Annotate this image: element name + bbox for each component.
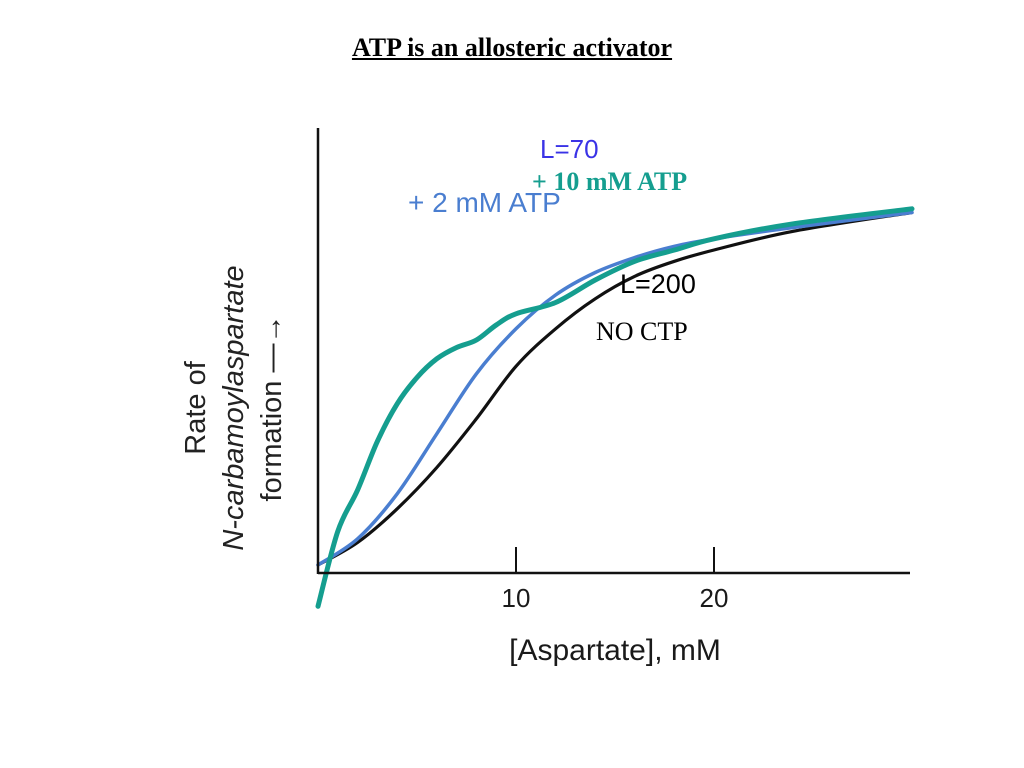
series-line-no-ctp xyxy=(316,210,914,567)
series-line-10-mm-atp xyxy=(315,206,915,609)
annotation-atp10: + 10 mM ATP xyxy=(532,167,687,196)
slide-title: ATP is an allosteric activator xyxy=(351,33,673,62)
annotation-no-ctp: NO CTP xyxy=(596,317,688,346)
x-axis-title: [Aspartate], mM xyxy=(509,634,721,667)
curves-layer xyxy=(315,206,915,609)
annotation-l200: L=200 xyxy=(620,269,696,299)
x-tick-label-10: 10 xyxy=(502,583,531,613)
y-axis-title-line1: Rate of xyxy=(180,360,212,454)
y-axis-title: Rate of N-carbamoylaspartate formation —… xyxy=(180,265,288,550)
y-axis-title-line2: N-carbamoylaspartate xyxy=(218,265,250,550)
annotation-l70: L=70 xyxy=(540,134,599,164)
y-axis-title-line3: formation —→ xyxy=(256,315,288,502)
x-tick-label-20: 20 xyxy=(700,583,729,613)
annotation-atp2: + 2 mM ATP xyxy=(408,187,561,218)
x-ticks: 10 20 xyxy=(502,547,729,613)
